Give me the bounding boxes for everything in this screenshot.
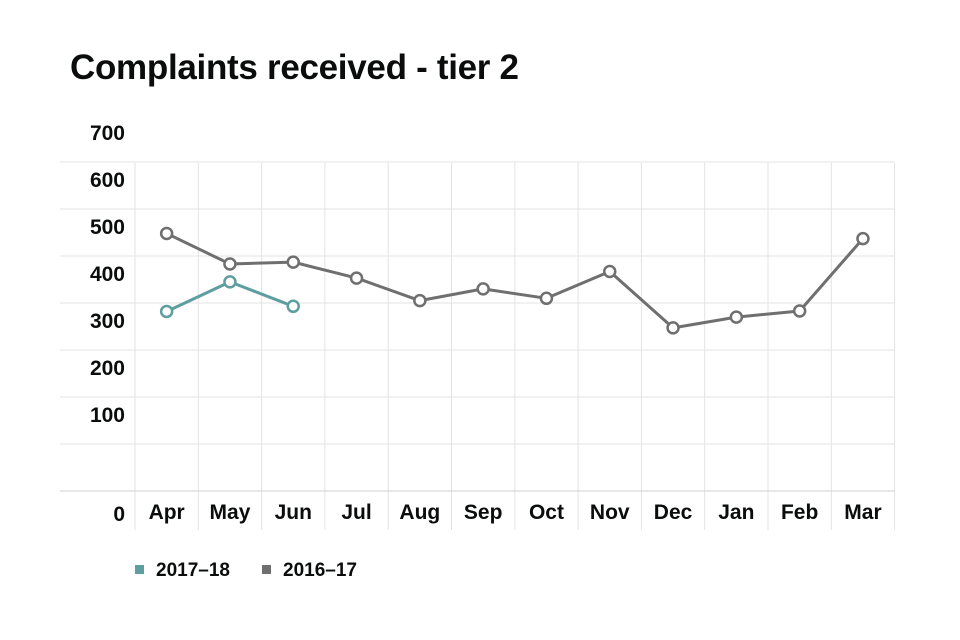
legend-label: 2016–17 [283, 560, 357, 581]
y-tick-label: 500 [90, 216, 125, 239]
data-point [223, 257, 237, 271]
data-point [159, 304, 174, 319]
data-point [856, 231, 870, 246]
x-tick-label: Apr [149, 501, 185, 524]
y-tick-label: 200 [90, 357, 125, 380]
data-point [666, 321, 680, 335]
x-tick-label: Jan [718, 501, 754, 524]
legend-label: 2017–18 [156, 560, 230, 581]
data-point [413, 293, 427, 308]
legend-swatch [135, 565, 144, 574]
x-tick-label: May [210, 501, 251, 524]
y-tick-label: 100 [90, 404, 125, 427]
series-2016–17 [159, 226, 870, 335]
x-tick-label: Nov [590, 501, 630, 524]
legend: 2017–18 2016–17 [135, 560, 357, 581]
data-point [792, 304, 807, 318]
y-tick-label: 700 [90, 122, 125, 145]
data-point [603, 264, 617, 279]
data-point [349, 271, 364, 285]
x-tick-label: Oct [529, 501, 564, 524]
series-group [159, 226, 870, 335]
data-point [223, 275, 237, 289]
x-tick-label: Dec [654, 501, 693, 524]
data-point [476, 282, 490, 296]
chart-title: Complaints received - tier 2 [70, 48, 519, 87]
x-tick-label: Jun [275, 501, 312, 524]
grid-lines [60, 161, 896, 530]
legend-swatch [262, 565, 271, 574]
series-2017–18 [159, 275, 300, 319]
x-tick-label: Aug [399, 501, 440, 524]
data-point [729, 310, 744, 324]
data-point [159, 226, 174, 241]
x-tick-label: Mar [844, 501, 881, 524]
y-tick-label: 0 [113, 503, 125, 526]
series-line [165, 232, 865, 330]
x-tick-label: Feb [781, 501, 818, 524]
data-point [539, 291, 554, 306]
y-tick-label: 600 [90, 169, 125, 192]
data-point [286, 299, 300, 314]
x-axis-ticks: Apr May Jun Jul Aug Sep Oct Nov Dec Jan Feb Mar [149, 501, 882, 524]
y-tick-label: 400 [90, 263, 125, 286]
y-axis-ticks: 0 100 200 300 400 500 600 700 [90, 122, 125, 526]
y-tick-label: 300 [90, 310, 125, 333]
x-tick-label: Jul [341, 501, 371, 524]
data-point [286, 255, 300, 269]
x-tick-label: Sep [464, 501, 503, 524]
